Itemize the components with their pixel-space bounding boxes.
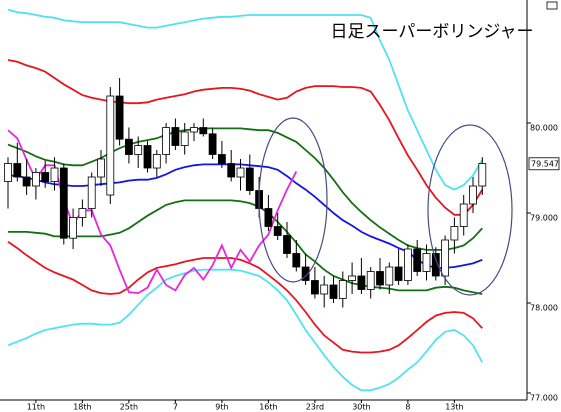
chart-title: 日足スーパーボリンジャー <box>331 22 534 42</box>
candle-body <box>301 266 310 281</box>
candle-body <box>310 280 319 295</box>
candle-body <box>208 133 217 155</box>
y-tick-label: 79.000 <box>530 214 558 223</box>
candle-body <box>180 131 189 146</box>
x-tick-label: 25th <box>120 403 138 412</box>
candle-body <box>478 163 487 187</box>
candle-body <box>41 172 50 182</box>
candle-body <box>106 95 115 196</box>
band-line <box>7 127 483 251</box>
candle-body <box>357 275 366 290</box>
candle-body <box>22 176 31 187</box>
candle-body <box>78 208 87 218</box>
candle-body <box>450 226 459 241</box>
candle-body <box>264 208 273 227</box>
candle-body <box>413 248 422 272</box>
candle-body <box>162 127 171 155</box>
candle-body <box>422 253 431 272</box>
candle-body <box>50 167 59 182</box>
candle-body <box>376 271 384 286</box>
candle-body <box>125 138 133 155</box>
x-tick-label: 23rd <box>306 403 324 412</box>
candle-body <box>217 154 226 164</box>
candle-body <box>143 145 152 169</box>
candle-body <box>338 280 347 299</box>
x-tick-label: 18th <box>73 403 91 412</box>
candle-body <box>385 266 394 286</box>
candle-body <box>171 127 180 146</box>
candle-body <box>227 163 236 178</box>
candle-body <box>245 167 254 191</box>
candle-body <box>320 284 329 295</box>
x-tick-label: 30th <box>352 403 370 412</box>
candle-body <box>273 226 282 236</box>
candle-body <box>87 176 96 209</box>
band-line <box>7 268 484 392</box>
x-tick-label: 8 <box>405 403 410 412</box>
candle-body <box>4 163 12 182</box>
candle-body <box>13 163 22 178</box>
candle-body <box>199 127 208 135</box>
last-price-label: 79.547 <box>531 159 559 168</box>
x-tick-label: 7 <box>173 403 178 412</box>
plot-area <box>0 0 527 400</box>
band-line <box>7 59 484 216</box>
candle-body <box>283 235 291 254</box>
band-line <box>7 241 483 354</box>
last-price-box <box>528 157 560 171</box>
candle-body <box>348 275 357 281</box>
x-tick-label: 16th <box>259 403 277 412</box>
y-tick-label: 80.000 <box>530 124 558 133</box>
candle-body <box>115 95 124 140</box>
annotation-ellipse <box>427 124 513 296</box>
candle-body <box>469 185 477 205</box>
y-tick-label: 77.000 <box>530 393 558 402</box>
x-tick-label: 9th <box>215 403 228 412</box>
candle-body <box>329 284 338 299</box>
band-line <box>8 199 483 295</box>
y-tick-label: 78.000 <box>530 303 558 312</box>
candle-body <box>152 154 161 169</box>
x-tick-label: 13th <box>445 403 463 412</box>
corner-box <box>546 1 558 10</box>
candle-body <box>97 158 105 178</box>
candle-body <box>190 127 198 133</box>
candle-body <box>459 203 468 227</box>
candle-body <box>292 253 301 268</box>
candle-body <box>441 239 450 277</box>
band-line <box>7 8 484 191</box>
candle-body <box>366 271 375 290</box>
x-tick-label: 11th <box>27 403 45 412</box>
candle-body <box>394 266 403 281</box>
candle-body <box>32 172 40 187</box>
marks <box>4 8 487 392</box>
candle-body <box>431 253 440 277</box>
candle-body <box>59 167 68 239</box>
band-line <box>7 163 483 269</box>
candle-body <box>403 248 412 281</box>
annotation-ellipse <box>258 117 328 283</box>
candle-body <box>134 145 143 155</box>
candle-body <box>236 167 245 178</box>
candle-body <box>69 217 77 239</box>
